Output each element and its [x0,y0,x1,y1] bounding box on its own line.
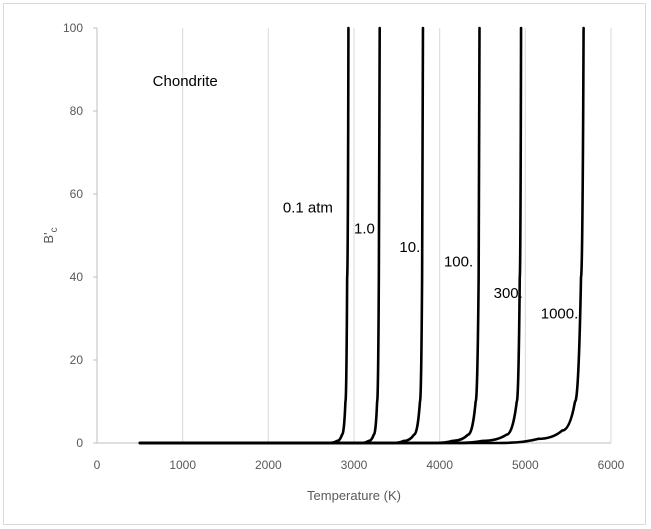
series-line-6 [138,26,585,445]
series-line-5 [138,26,523,445]
annotation-label: 0.1 atm [283,200,333,217]
x-tick-label: 0 [94,458,101,472]
annotation-label: 300. [494,285,523,302]
annotation-label: 1000. [541,306,579,323]
series-group [138,26,585,445]
annotation-label: 100. [444,254,473,271]
axes [93,27,611,444]
series-line-2 [138,26,381,445]
annotation-label: 1.0 [354,220,375,237]
y-axis-title: B'c [41,227,60,243]
x-tick-label: 6000 [598,458,625,472]
y-tick-label: 60 [70,187,84,201]
x-tick-label: 5000 [512,458,539,472]
annotation-label: Chondrite [153,73,218,90]
x-tick-label: 1000 [169,458,196,472]
y-tick-label: 0 [76,436,83,450]
series-line-1 [138,26,350,445]
x-tick-label: 4000 [426,458,453,472]
y-tick-label: 100 [63,21,83,35]
y-tick-label: 40 [70,270,84,284]
y-axis-title-main: B' [41,232,56,243]
annotation-label: 10. [399,239,420,256]
x-axis-title: Temperature (K) [307,488,401,503]
grid-lines [182,28,612,443]
chart-frame [3,3,646,525]
series-line-4 [138,26,481,445]
y-tick-label: 80 [70,104,84,118]
labels-group: 0 1000 2000 3000 4000 5000 6000 0 20 40 60 80 100 Cho… [63,21,625,472]
y-axis-title-subscript: c [49,227,60,232]
y-tick-label: 20 [70,353,84,367]
x-tick-label: 3000 [341,458,368,472]
x-tick-label: 2000 [255,458,282,472]
